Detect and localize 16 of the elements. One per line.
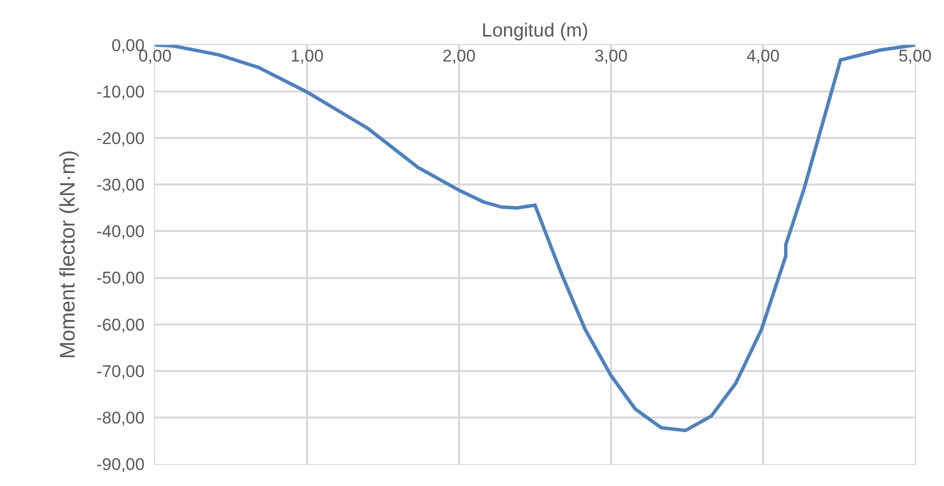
y-tick-label: -50,00 (96, 268, 145, 288)
y-tick-label: -30,00 (96, 176, 145, 195)
x-tick-label: 2,00 (442, 46, 476, 66)
y-tick-label: -60,00 (96, 315, 145, 334)
y-tick-label: -10,00 (96, 82, 145, 102)
y-tick-label: -80,00 (96, 408, 145, 428)
y-tick-label: -40,00 (96, 222, 145, 242)
y-axis-title: Moment flector (kN·m) (56, 150, 80, 359)
x-tick-label: 1,00 (290, 46, 324, 66)
x-axis-title: Longitud (m) (482, 20, 588, 42)
y-tick-label: -90,00 (96, 454, 145, 474)
x-tick-label: 4,00 (746, 46, 780, 66)
y-tick-label: -20,00 (96, 129, 145, 148)
y-tick-label: -70,00 (96, 362, 145, 381)
x-tick-label: 3,00 (594, 46, 628, 66)
x-tick-label: 5,00 (898, 46, 932, 66)
